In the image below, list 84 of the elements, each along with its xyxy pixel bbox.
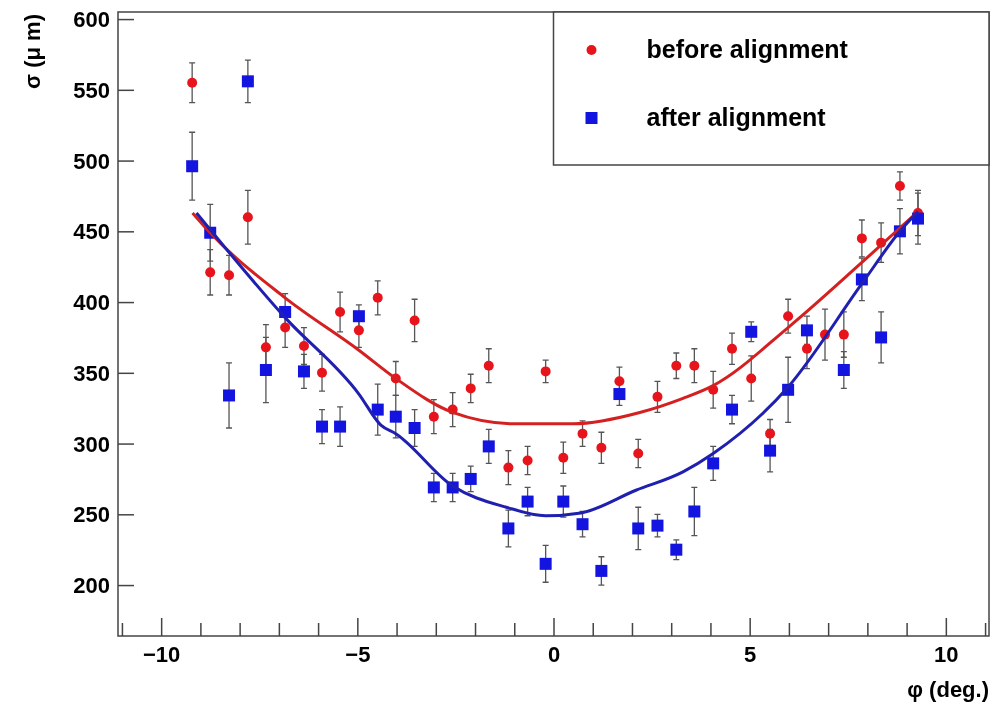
- point: [205, 267, 216, 278]
- y-tick-label: 500: [73, 148, 110, 174]
- point: [502, 522, 515, 535]
- point: [241, 75, 254, 88]
- point: [837, 363, 850, 376]
- y-tick-label: 450: [73, 219, 110, 245]
- point: [186, 160, 199, 173]
- point: [689, 360, 700, 371]
- point: [372, 292, 383, 303]
- x-tick-label: −5: [345, 641, 371, 667]
- point: [224, 270, 235, 281]
- y-tick-label: 350: [73, 360, 110, 386]
- point: [596, 442, 607, 453]
- point: [483, 360, 494, 371]
- point: [727, 343, 738, 354]
- point: [557, 495, 570, 508]
- point: [371, 403, 384, 416]
- point: [764, 444, 777, 457]
- point: [335, 306, 346, 317]
- y-tick-label: 200: [73, 573, 110, 599]
- point: [260, 342, 271, 353]
- point: [280, 322, 291, 333]
- point: [783, 311, 794, 322]
- point: [408, 422, 421, 434]
- point: [838, 329, 849, 340]
- point: [670, 543, 683, 556]
- point: [800, 324, 813, 337]
- x-tick-label: 5: [744, 641, 757, 667]
- y-tick-label: 300: [73, 431, 110, 457]
- point: [522, 455, 533, 466]
- point: [389, 410, 402, 423]
- point: [187, 77, 198, 88]
- point: [632, 522, 645, 535]
- point: [875, 331, 888, 344]
- point: [297, 365, 310, 378]
- x-axis-title: φ (deg.): [907, 677, 989, 702]
- point: [298, 340, 309, 351]
- point: [316, 420, 329, 433]
- point: [409, 315, 420, 326]
- point: [558, 452, 569, 463]
- point: [576, 518, 589, 531]
- point: [894, 181, 905, 192]
- point: [352, 310, 365, 323]
- point: [540, 366, 551, 377]
- point: [539, 557, 552, 570]
- point: [242, 212, 253, 223]
- point: [856, 233, 867, 244]
- point: [671, 360, 682, 371]
- point: [688, 505, 701, 518]
- x-tick-label: −10: [142, 641, 181, 667]
- point: [428, 411, 439, 422]
- point: [707, 457, 720, 470]
- y-axis-title: σ (μ m): [20, 14, 45, 89]
- point: [465, 383, 476, 394]
- point: [746, 373, 757, 384]
- y-tick-label: 600: [73, 7, 110, 33]
- point: [651, 519, 664, 532]
- point: [577, 428, 588, 439]
- y-tick-label: 400: [73, 290, 110, 316]
- point: [259, 363, 272, 376]
- point: [353, 325, 364, 336]
- point: [633, 448, 644, 459]
- point: [427, 481, 440, 494]
- point: [613, 388, 626, 401]
- point: [801, 343, 812, 354]
- point: [765, 428, 776, 439]
- point: [652, 391, 663, 402]
- point: [521, 495, 534, 508]
- point: [464, 472, 477, 485]
- point: [482, 440, 495, 453]
- x-tick-label: 0: [547, 641, 561, 667]
- point: [726, 403, 739, 416]
- point: [334, 420, 347, 433]
- point: [614, 376, 625, 387]
- point: [595, 564, 608, 577]
- y-tick-label: 550: [73, 77, 110, 103]
- point: [745, 325, 758, 338]
- point: [223, 389, 236, 402]
- x-tick-label: 10: [934, 641, 959, 667]
- point: [317, 367, 328, 378]
- point: [503, 462, 514, 473]
- legend-label: before alignment: [646, 35, 849, 63]
- legend-label: after alignment: [646, 103, 827, 131]
- y-tick-label: 250: [73, 502, 110, 528]
